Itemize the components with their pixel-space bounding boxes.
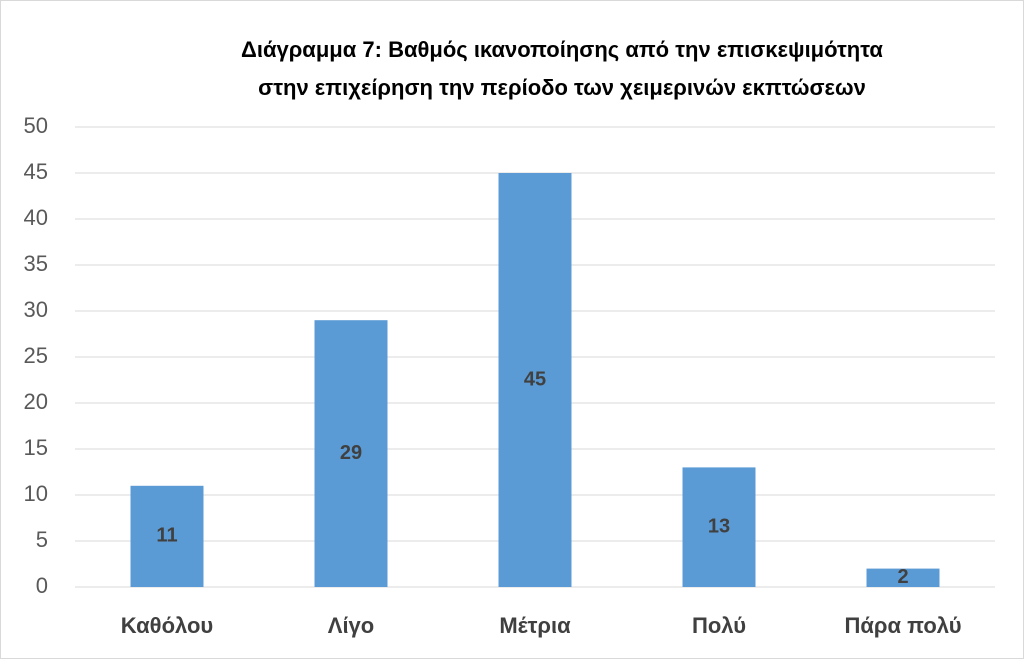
bar xyxy=(314,320,388,587)
chart-title: στην επιχείρηση την περίοδο των χειμεριν… xyxy=(258,75,866,100)
bar xyxy=(498,173,572,587)
y-tick-label: 40 xyxy=(24,205,48,230)
x-tick-label: Πάρα πολύ xyxy=(844,613,961,638)
data-label: 13 xyxy=(708,515,730,537)
y-tick-label: 0 xyxy=(36,573,48,598)
y-tick-label: 25 xyxy=(24,343,48,368)
y-tick-label: 10 xyxy=(24,481,48,506)
y-tick-label: 30 xyxy=(24,297,48,322)
y-tick-label: 35 xyxy=(24,251,48,276)
data-label: 45 xyxy=(524,368,546,390)
data-label: 2 xyxy=(897,566,908,588)
y-tick-label: 5 xyxy=(36,527,48,552)
y-tick-label: 15 xyxy=(24,435,48,460)
data-label: 11 xyxy=(156,525,177,547)
y-tick-label: 20 xyxy=(24,389,48,414)
x-tick-label: Μέτρια xyxy=(499,613,571,638)
y-tick-label: 50 xyxy=(24,113,48,138)
x-tick-label: Λίγο xyxy=(328,613,374,638)
bar xyxy=(130,485,204,587)
x-tick-label: Καθόλου xyxy=(121,613,213,638)
bar xyxy=(682,467,756,587)
y-tick-label: 45 xyxy=(24,159,48,184)
data-label: 29 xyxy=(340,442,362,464)
bar xyxy=(866,568,940,587)
chart-title: Διάγραμμα 7: Βαθμός ικανοποίησης από την… xyxy=(241,37,883,62)
x-tick-label: Πολύ xyxy=(692,613,746,638)
